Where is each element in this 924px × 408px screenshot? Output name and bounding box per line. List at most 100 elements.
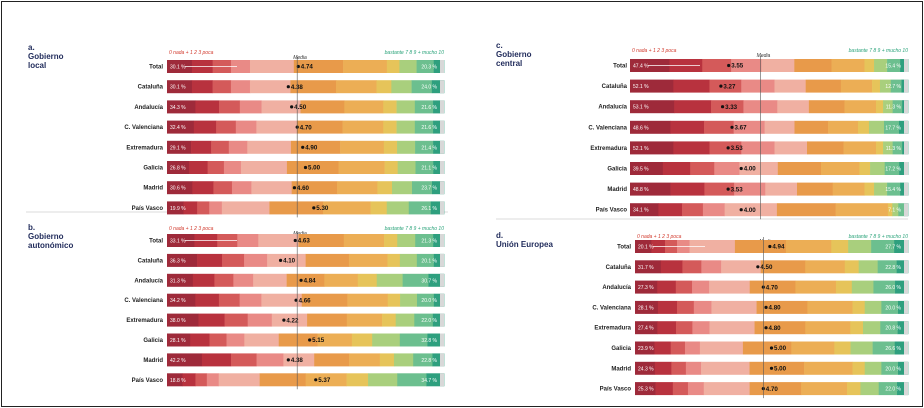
legend-mean: Media [293,55,307,61]
bar-segment [843,141,877,155]
bar-segment [416,293,435,307]
bar-segment [630,182,671,196]
low-pct-label: 48.8 % [633,187,649,193]
bar-segment [831,240,849,253]
bar-segment [864,361,882,375]
bar-segment [240,161,288,174]
low-pct-label: 39.5 % [633,167,649,173]
high-pct-label: 22.8 % [885,265,901,271]
high-pct-label: 26.1 % [421,206,437,212]
bar-row: Galicia 39.5 % 17.2 % 4.00 [607,162,909,175]
bar-segment-tail [904,162,908,175]
mean-dot [314,378,318,382]
bar-segment [673,141,710,155]
bar-segment [675,280,693,294]
bar-segment [256,353,284,367]
bar-segment [433,234,445,247]
bar-segment-tail [440,161,444,174]
bar-segment [305,373,347,387]
bar-segment [709,321,755,335]
bar-segment [261,100,301,114]
bar-segment-tail [904,59,908,72]
bar-segment [395,313,415,327]
bar-segment [433,140,445,154]
bar-segment [167,100,196,114]
bar-row: Total 30.1 % 20.3 % 4.74 [149,60,445,73]
bar-segment [704,120,734,134]
bar-segment [399,60,417,73]
high-pct-label: 22.0 % [885,387,901,393]
bar-segment [261,293,303,307]
category-label: C. Valenciana [124,298,163,304]
high-pct-label: 11.3 % [886,146,902,152]
low-pct-label: 53.1 % [633,105,649,111]
bar-segment [370,201,388,215]
bar-segment [872,341,896,355]
bar-segment [702,203,725,217]
bar-segment [714,162,740,175]
bar-row: Madrid 42.2 % 22.8 %4.38 [143,353,445,367]
panel-title-line: autonómico [28,241,73,250]
bar-segment-tail [440,140,444,154]
bar-segment [749,280,796,294]
bar-segment [433,120,445,134]
low-pct-label: 52.1 % [633,84,649,90]
bar-segment [801,382,848,396]
bar-segment [776,203,836,217]
mean-dot [768,244,772,249]
bar-segment [195,100,220,114]
high-pct-label: 17.2 % [885,167,901,173]
bar-segment [884,162,900,175]
bar-row: País Vasco 34.1 % 7.1 % 4.00 [596,203,909,217]
bar-segment [858,260,878,274]
bar-segment [702,59,732,72]
high-pct-label: 15.4 % [885,187,901,193]
bar-segment [253,273,287,287]
bar-segment [655,382,674,396]
bar-segment [247,140,292,154]
bar-segment-tail [904,260,908,274]
bar-row: Cataluña 52.1 % 12.7 % 3.27 [602,79,909,93]
high-pct-label: 34.7 % [421,378,437,384]
bar-segment [167,293,196,307]
bar-segment [433,253,445,267]
bar-segment [402,273,429,287]
bar-segment [654,361,672,375]
high-pct-label: 21.1 % [421,166,437,172]
bar-row: C. Valenciana 28.1 % 20.0 % 4.80 [592,300,909,314]
bar-segment [741,79,775,93]
bar-segment [670,120,705,134]
bar-segment-tail [440,100,444,114]
bar-segment [898,300,909,314]
low-pct-label: 32.4 % [170,125,186,131]
category-label: C. Valenciana [592,305,631,311]
low-pct-label: 26.8 % [170,166,186,172]
high-pct-label: 21.3 % [421,239,437,245]
mean-value-label: 4.00 [744,207,757,214]
high-pct-label: 26.6 % [885,346,901,352]
bar-row: Andalucía 27.3 % 26.0 % 4.70 [602,280,909,294]
bar-segment [197,253,223,267]
bar-segment [887,59,901,72]
bar-segment [657,280,677,294]
mean-dot [769,366,774,370]
bar-segment [897,321,909,335]
bar-segment [192,273,215,287]
bar-segment [351,333,373,347]
category-label: Cataluña [138,85,164,91]
bar-segment [881,361,899,375]
bar-segment [701,260,722,274]
bar-segment [269,201,324,215]
legend-high: bastante 7 8 9 + mucho 10 [849,234,909,240]
bar-segment [258,234,299,247]
bar-segment [630,120,671,134]
bar-segment [692,321,710,335]
low-pct-label: 19.9 % [170,206,186,212]
bar-segment [376,273,403,287]
low-pct-label: 36.3 % [170,258,186,264]
bar-segment [635,260,662,274]
high-pct-label: 20.0 % [885,366,901,372]
bar-segment [189,161,208,174]
bar-segment [742,341,792,355]
